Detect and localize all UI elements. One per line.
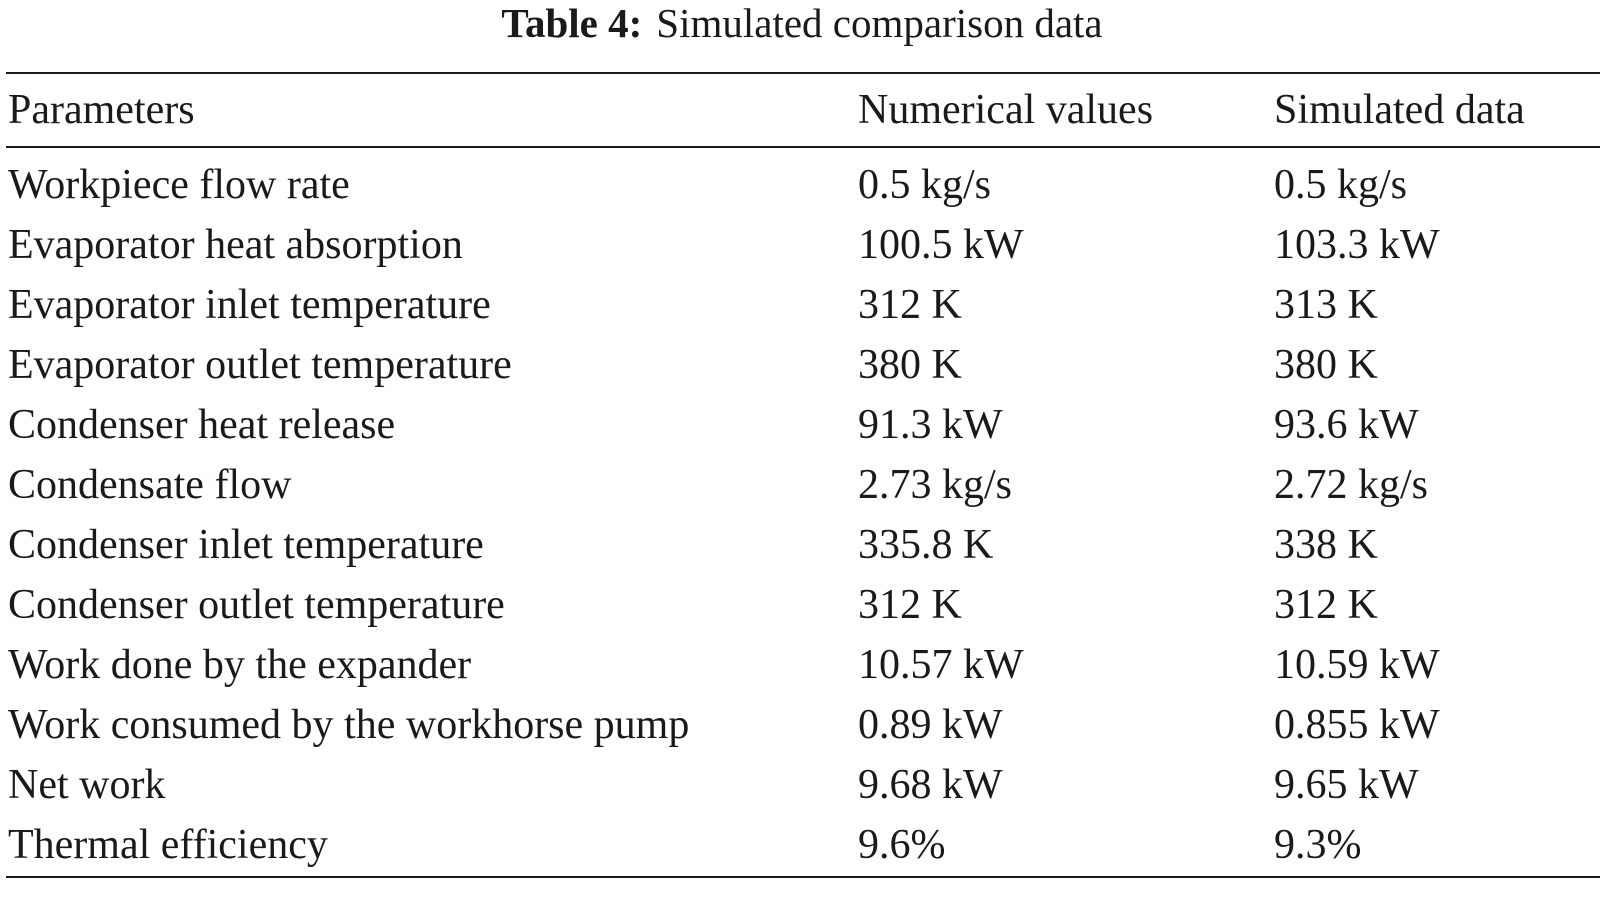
simulated-value-cell: 103.3 kW [1274,222,1440,268]
table-row: Workpiece flow rate 0.5 kg/s 0.5 kg/s [0,155,1604,215]
numerical-value-cell: 0.5 kg/s [858,162,992,208]
table-row: Evaporator inlet temperature 312 K 313 K [0,275,1604,335]
numerical-value-cell: 91.3 kW [858,402,1003,448]
table-row: Thermal efficiency 9.6% 9.3% [0,815,1604,875]
simulated-value-cell: 380 K [1274,342,1378,388]
simulated-value-cell: 0.855 kW [1274,702,1440,748]
simulated-value-cell: 10.59 kW [1274,642,1440,688]
numerical-value-cell: 9.6% [858,822,946,868]
parameter-cell: Condensate flow [8,462,292,508]
table-caption-label: Table 4: [501,0,643,46]
parameter-cell: Evaporator outlet temperature [8,342,512,388]
simulated-value-cell: 312 K [1274,582,1378,628]
table-header-row: Parameters Numerical values Simulated da… [0,80,1604,140]
parameter-cell: Thermal efficiency [8,822,328,868]
numerical-value-cell: 312 K [858,582,962,628]
simulated-value-cell: 9.3% [1274,822,1362,868]
table-row: Work done by the expander 10.57 kW 10.59 k… [0,635,1604,695]
table-row: Evaporator outlet temperature 380 K 380 K [0,335,1604,395]
table-top-rule [6,72,1600,74]
table-header-rule [6,146,1600,148]
simulated-value-cell: 2.72 kg/s [1274,462,1429,508]
parameter-cell: Workpiece flow rate [8,162,350,208]
simulated-value-cell: 93.6 kW [1274,402,1419,448]
parameter-cell: Condenser outlet temperature [8,582,505,628]
column-header-parameters: Parameters [8,87,195,133]
numerical-value-cell: 380 K [858,342,962,388]
table-row: Condensate flow 2.73 kg/s 2.72 kg/s [0,455,1604,515]
numerical-value-cell: 0.89 kW [858,702,1003,748]
simulated-value-cell: 313 K [1274,282,1378,328]
column-header-numerical-values: Numerical values [858,87,1154,133]
parameter-cell: Condenser heat release [8,402,396,448]
table-bottom-rule [6,876,1600,878]
numerical-value-cell: 100.5 kW [858,222,1024,268]
simulated-value-cell: 0.5 kg/s [1274,162,1408,208]
table-row: Condenser heat release 91.3 kW 93.6 kW [0,395,1604,455]
table-row: Evaporator heat absorption 100.5 kW 103.3 … [0,215,1604,275]
column-header-simulated-data: Simulated data [1274,87,1525,133]
numerical-value-cell: 312 K [858,282,962,328]
numerical-value-cell: 9.68 kW [858,762,1003,808]
parameter-cell: Condenser inlet temperature [8,522,484,568]
parameter-cell: Evaporator heat absorption [8,222,463,268]
parameter-cell: Work consumed by the workhorse pump [8,702,690,748]
table-row: Condenser outlet temperature 312 K 312 K [0,575,1604,635]
numerical-value-cell: 335.8 K [858,522,994,568]
simulated-value-cell: 9.65 kW [1274,762,1419,808]
numerical-value-cell: 10.57 kW [858,642,1024,688]
numerical-value-cell: 2.73 kg/s [858,462,1013,508]
parameter-cell: Net work [8,762,166,808]
parameter-cell: Work done by the expander [8,642,472,688]
table-row: Net work 9.68 kW 9.65 kW [0,755,1604,815]
parameter-cell: Evaporator inlet temperature [8,282,491,328]
table-caption: Table 4: Simulated comparison data [0,0,1604,50]
simulated-value-cell: 338 K [1274,522,1378,568]
table-caption-title: Simulated comparison data [656,0,1103,46]
table-row: Condenser inlet temperature 335.8 K 338 K [0,515,1604,575]
table-row: Work consumed by the workhorse pump 0.89 … [0,695,1604,755]
